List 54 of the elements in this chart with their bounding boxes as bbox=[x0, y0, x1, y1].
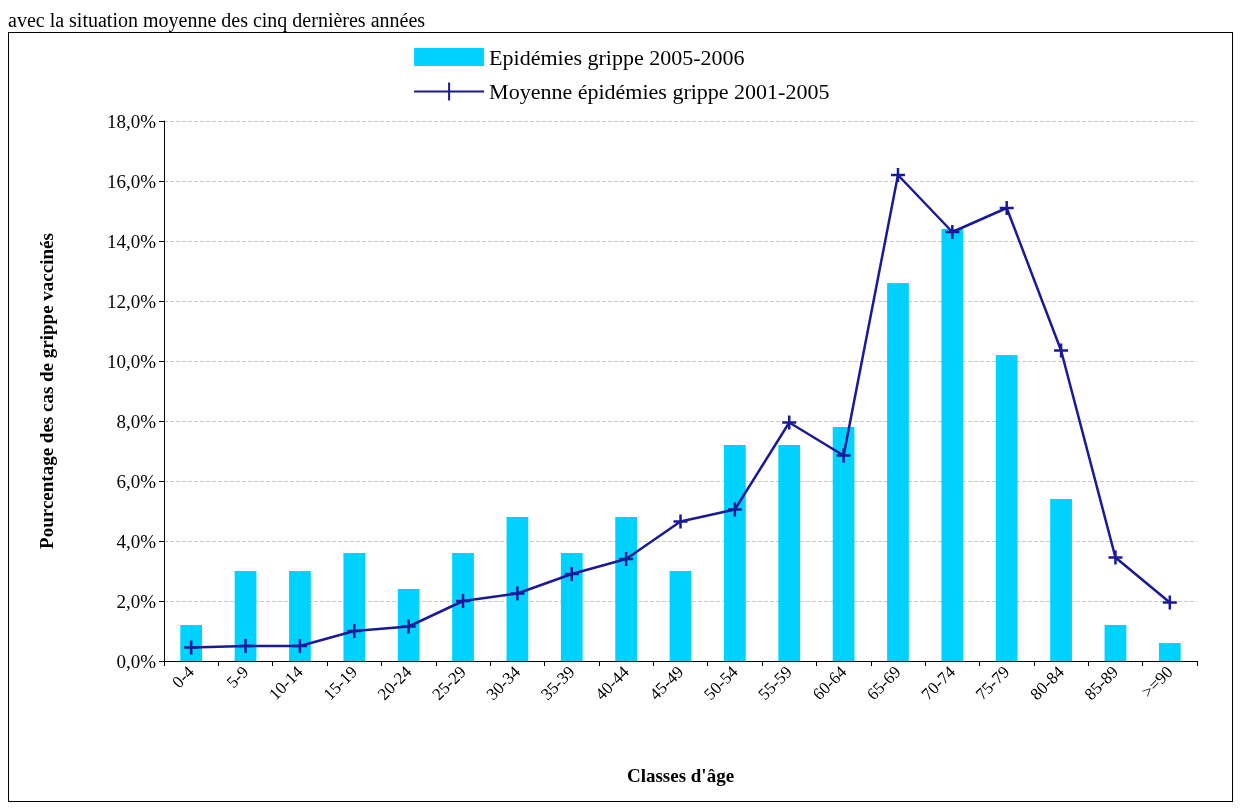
point bbox=[726, 501, 744, 518]
point bbox=[291, 637, 309, 655]
bar bbox=[1104, 625, 1127, 661]
legend-label: Epidémies grippe 2005-2006 bbox=[489, 44, 745, 70]
y-tick-label: 12,0% bbox=[106, 290, 157, 312]
y-axis-title: Pourcentage des cas de grippe vaccinés bbox=[36, 233, 57, 549]
y-tick-label: 4,0% bbox=[116, 530, 157, 552]
text: avec la situation moyenne des cinq dernières années bbox=[8, 8, 427, 32]
point bbox=[835, 447, 852, 464]
bar bbox=[180, 625, 203, 661]
point bbox=[509, 585, 526, 602]
x-axis-title: Classes d'âge bbox=[626, 765, 735, 786]
point bbox=[346, 622, 363, 640]
point bbox=[400, 618, 417, 635]
bar bbox=[234, 571, 257, 661]
y-tick-label: 6,0% bbox=[116, 470, 157, 492]
bar bbox=[778, 445, 801, 661]
y-tick-label: 18,0% bbox=[106, 110, 157, 132]
point bbox=[889, 166, 907, 184]
bar bbox=[560, 553, 583, 661]
point bbox=[617, 550, 635, 568]
bar bbox=[1158, 643, 1181, 661]
y-tick-label: 8,0% bbox=[116, 410, 157, 432]
bar bbox=[669, 571, 692, 661]
point bbox=[1107, 549, 1124, 566]
point bbox=[998, 199, 1015, 217]
bar bbox=[289, 571, 311, 661]
bar bbox=[887, 283, 909, 661]
bar bbox=[506, 517, 529, 661]
point bbox=[563, 565, 581, 583]
y-tick-label: 14,0% bbox=[106, 230, 157, 252]
y-tick-label: 10,0% bbox=[106, 350, 157, 372]
bar bbox=[1050, 499, 1072, 661]
point bbox=[672, 513, 689, 530]
point bbox=[454, 592, 472, 610]
point bbox=[944, 223, 961, 241]
y-tick-label: 0,0% bbox=[116, 650, 157, 672]
legend-label: Moyenne épidémies grippe 2001-2005 bbox=[489, 79, 830, 104]
point bbox=[237, 637, 254, 655]
bar bbox=[941, 229, 964, 661]
point bbox=[1161, 594, 1179, 611]
bar bbox=[343, 553, 366, 661]
bar bbox=[615, 517, 638, 661]
bar bbox=[397, 589, 420, 661]
point bbox=[1052, 342, 1070, 359]
x-tick-label: 0-4 bbox=[168, 661, 199, 692]
y-tick-label: 16,0% bbox=[106, 170, 157, 192]
point bbox=[780, 414, 798, 431]
bar bbox=[832, 427, 855, 661]
y-tick-label: 2,0% bbox=[116, 590, 157, 612]
bar bbox=[723, 445, 746, 661]
bar bbox=[995, 355, 1018, 661]
x-tick-label: 5-9 bbox=[222, 662, 253, 692]
bar bbox=[452, 553, 474, 661]
